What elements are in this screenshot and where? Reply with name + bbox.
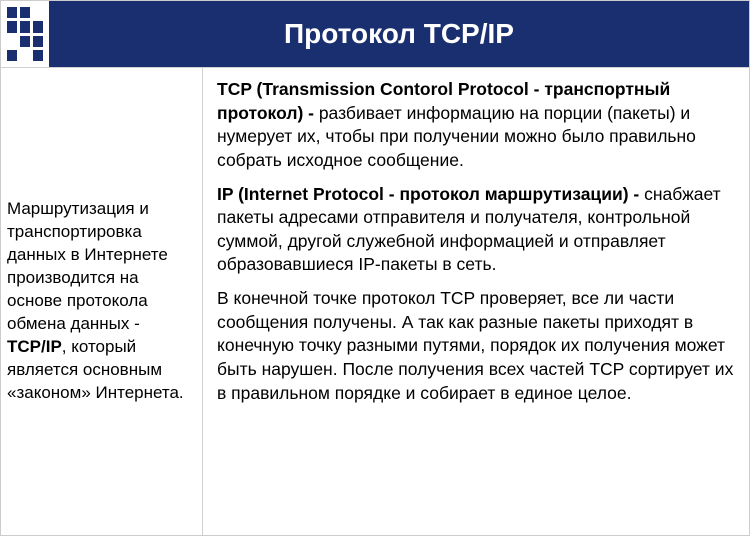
slide-title: Протокол TCP/IP (49, 1, 749, 67)
slide-body: Маршрутизация и транспортировка данных в… (1, 67, 749, 535)
slide-header: Протокол TCP/IP (1, 1, 749, 67)
right-column: TCP (Transmission Contorol Protocol - тр… (203, 68, 749, 535)
paragraph-summary: В конечной точке протокол TCP проверяет,… (217, 287, 735, 405)
left-text-before: Маршрутизация и транспортировка данных в… (7, 199, 168, 333)
paragraph-tcp: TCP (Transmission Contorol Protocol - тр… (217, 78, 735, 173)
corner-decoration (1, 1, 49, 67)
left-bold: TCP/IP (7, 337, 62, 356)
paragraph-ip: IP (Internet Protocol - протокол маршрут… (217, 183, 735, 278)
left-column: Маршрутизация и транспортировка данных в… (1, 68, 203, 535)
slide: Протокол TCP/IP Маршрутизация и транспор… (0, 0, 750, 536)
p2-bold: IP (Internet Protocol - протокол маршрут… (217, 184, 644, 204)
